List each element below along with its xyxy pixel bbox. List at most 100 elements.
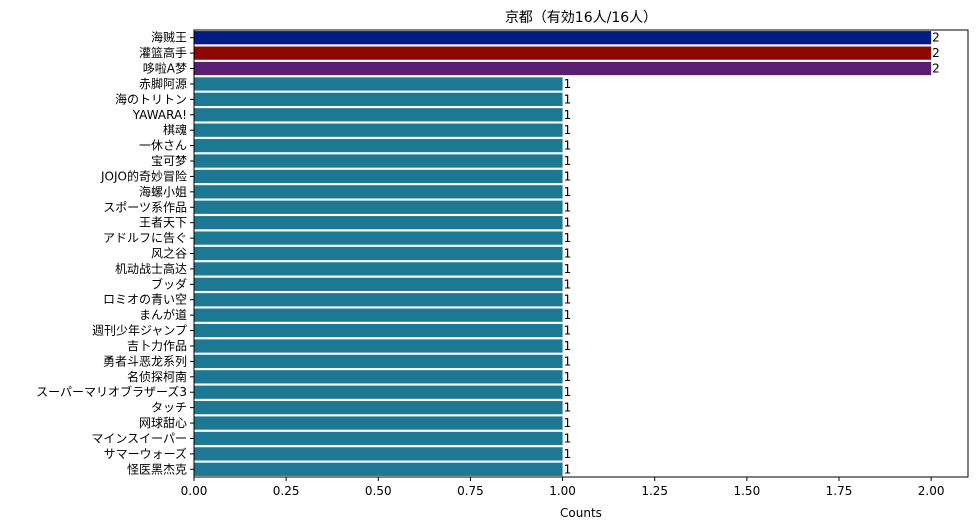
bar-value-label: 1 [564,277,572,291]
plot-frame [193,29,969,478]
bar [194,385,563,399]
bar-value-label: 1 [564,431,572,445]
x-axis: 0.00 0.25 0.50 0.75 1.00 1.25 1.50 1.75 2.00 [181,477,945,498]
bar-value-label: 1 [564,216,572,230]
x-tick-label: 0.00 [181,484,208,498]
y-tick-label: 一休さん [139,139,187,153]
y-tick-label: サマーウォーズ [104,446,187,461]
bar [194,370,563,384]
bar [194,154,563,168]
bar-value-label: 1 [564,77,572,91]
bar-value-label: 1 [564,139,572,153]
y-tick-label: 怪医黑杰克 [127,462,187,476]
y-tick-label: まんが道 [139,307,187,322]
y-tick-label: 王者天下 [139,216,187,230]
bar [194,339,563,353]
bar-value-label: 1 [564,308,572,322]
y-tick-label: 网球甜心 [139,416,187,430]
bar [194,216,563,230]
y-tick-label: 宝可梦 [151,154,187,168]
y-tick-label: 哆啦A梦 [143,61,187,76]
bar-value-label: 1 [564,154,572,168]
y-tick-label: 海螺小姐 [139,184,187,199]
bar [194,169,563,184]
bar-value-label: 2 [932,62,940,76]
bar [194,431,563,446]
bar [194,108,563,122]
bars-group [194,31,932,476]
bar [194,277,563,291]
bar [194,61,932,76]
y-tick-label: 风之谷 [151,247,187,261]
bar-value-label: 1 [564,247,572,261]
y-tick-label: JOJO的奇妙冒险 [100,168,187,183]
bar-value-label: 1 [564,370,572,384]
bar [194,231,563,245]
y-tick-label: アドルフに告ぐ [103,231,187,245]
x-axis-label: Counts [560,506,602,520]
y-tick-label: 勇者斗恶龙系列 [103,354,187,368]
bar-value-label: 1 [564,123,572,137]
bar-value-label: 1 [564,262,572,276]
y-tick-label: 吉卜力作品 [127,339,187,353]
bar-value-label: 1 [564,354,572,368]
bar [194,77,563,91]
bar-value-label: 1 [564,416,572,430]
x-tick-label: 1.75 [826,484,853,498]
bar [194,293,563,307]
bar [194,185,563,199]
x-tick-label: 1.25 [641,484,668,498]
y-tick-label: 赤脚阿源 [139,76,187,91]
y-tick-label: ブッダ [151,276,187,291]
bar [194,123,563,137]
y-tick-label: 机动战士高达 [115,261,187,276]
x-tick-label: 0.50 [365,484,392,498]
x-tick-label: 0.25 [273,484,300,498]
bar-value-label: 1 [564,293,572,307]
bar [194,308,563,322]
bar [194,447,563,461]
y-tick-label: 週刊少年ジャンプ [92,324,187,338]
bar-value-label: 1 [564,339,572,353]
bar-value-label: 1 [564,92,572,106]
bar-value-label: 1 [564,401,572,415]
y-tick-label: 棋魂 [163,122,187,137]
bar [194,416,563,430]
y-tick-label: タッチ [151,401,187,415]
x-tick-label: 0.75 [457,484,484,498]
bar-value-label: 1 [564,185,572,199]
bar-value-label: 1 [564,169,572,183]
bar-value-label: 2 [932,31,940,45]
bar-value-label: 2 [932,46,940,60]
bar-value-label: 1 [564,324,572,338]
y-tick-label: 海のトリトン [115,91,187,106]
x-tick-label: 1.50 [733,484,760,498]
x-tick-label: 2.00 [918,484,945,498]
y-tick-label: YAWARA! [132,108,187,122]
y-tick-label: ロミオの青い空 [103,293,187,307]
y-tick-label: 名侦探柯南 [127,369,187,384]
chart-title: 京都（有効16人/16人） [505,10,657,26]
x-tick-label: 1.00 [549,484,576,498]
bar-value-label: 1 [564,108,572,122]
bar [194,462,563,476]
bar-value-label: 1 [564,200,572,214]
bar-value-label: 1 [564,385,572,399]
y-tick-label: スーパーマリオブラザーズ3 [36,384,187,399]
bar [194,92,563,106]
bar [194,31,932,45]
bar-value-label: 1 [564,462,572,476]
y-tick-label: スポーツ系作品 [103,200,187,214]
bar [194,138,563,153]
bar [194,246,563,261]
bar-value-label: 1 [564,447,572,461]
bar-value-label: 1 [564,231,572,245]
y-tick-label: マインスイーパー [91,431,187,445]
bar [194,354,563,369]
bar [194,200,563,214]
bar [194,262,563,276]
